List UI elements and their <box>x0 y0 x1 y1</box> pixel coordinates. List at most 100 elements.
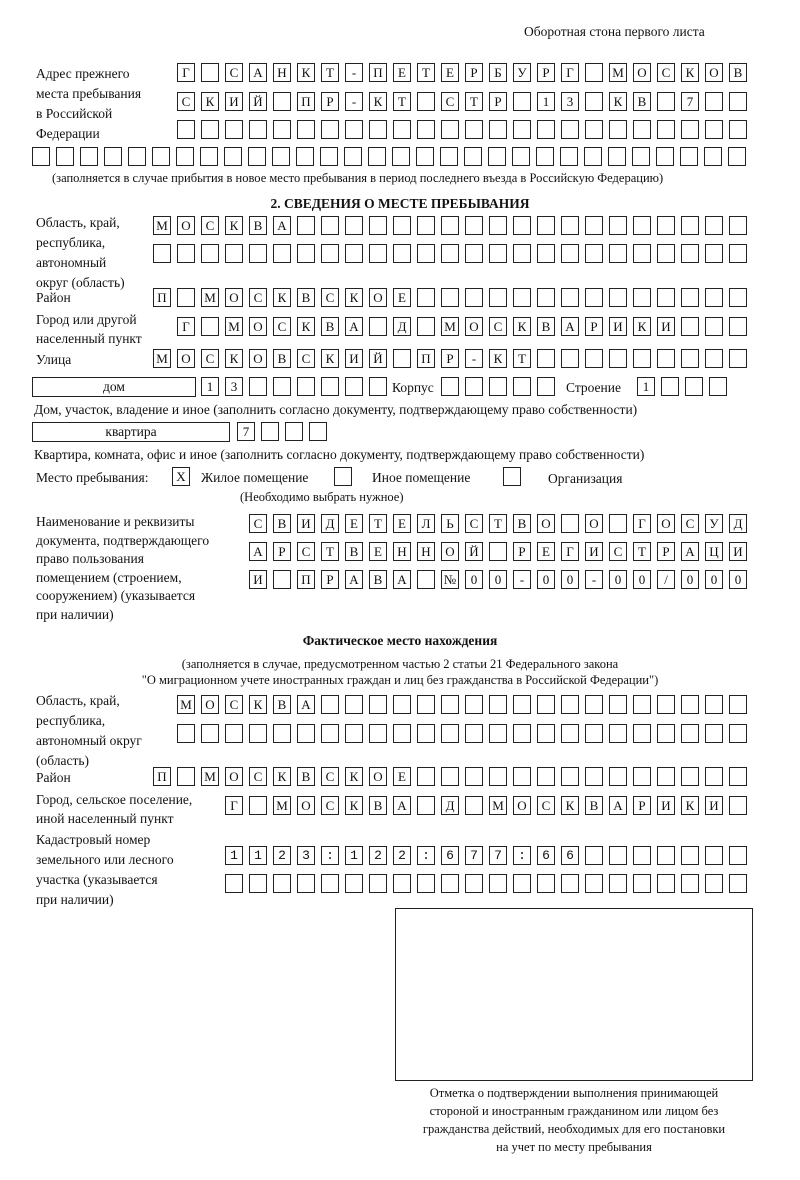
prev-address-cell[interactable] <box>681 120 699 139</box>
prev-address-cell[interactable]: 3 <box>561 92 579 111</box>
cadastre-cell[interactable] <box>513 874 531 893</box>
prev-address-cell[interactable] <box>489 120 507 139</box>
document-cell[interactable]: С <box>609 542 627 561</box>
cadastre-cell[interactable] <box>345 846 363 865</box>
house-cell[interactable] <box>345 377 363 396</box>
district-cell[interactable] <box>489 288 507 307</box>
cadastre-cell[interactable] <box>513 846 531 865</box>
prev-address-cell[interactable] <box>417 92 435 111</box>
actual-city-cell[interactable]: К <box>681 796 699 815</box>
region-cell[interactable] <box>297 216 315 235</box>
document-cell[interactable]: И <box>297 514 315 533</box>
prev-address-cell[interactable] <box>729 92 747 111</box>
actual-city-cell[interactable]: О <box>513 796 531 815</box>
actual-region-cell[interactable] <box>513 695 531 714</box>
prev-address-cell[interactable]: Т <box>393 92 411 111</box>
actual-region-cell[interactable] <box>609 724 627 743</box>
region-cell[interactable] <box>681 244 699 263</box>
actual-district-cell[interactable]: Е <box>393 767 411 786</box>
district-cell[interactable] <box>441 288 459 307</box>
region-cell[interactable] <box>489 216 507 235</box>
city-cell[interactable]: О <box>249 317 267 336</box>
prev-address-cell[interactable] <box>464 147 482 166</box>
actual-district-cell[interactable] <box>441 767 459 786</box>
actual-city-cell[interactable]: Г <box>225 796 243 815</box>
actual-region-cell[interactable] <box>705 695 723 714</box>
actual-city-cell[interactable]: С <box>537 796 555 815</box>
actual-region-cell[interactable] <box>489 724 507 743</box>
prev-address-cell[interactable] <box>80 147 98 166</box>
city-cell[interactable] <box>729 317 747 336</box>
cadastre-cell[interactable] <box>441 846 459 865</box>
actual-city-cell[interactable]: Р <box>633 796 651 815</box>
actual-city-cell[interactable]: М <box>273 796 291 815</box>
house-cell[interactable] <box>369 377 387 396</box>
actual-region-cell[interactable] <box>177 724 195 743</box>
city-cell[interactable]: К <box>633 317 651 336</box>
document-cell[interactable]: Е <box>537 542 555 561</box>
actual-region-cell[interactable]: М <box>177 695 195 714</box>
region-cell[interactable] <box>369 244 387 263</box>
street-cell[interactable]: О <box>249 349 267 368</box>
prev-address-cell[interactable] <box>584 147 602 166</box>
city-cell[interactable]: К <box>513 317 531 336</box>
prev-address-cell[interactable] <box>416 147 434 166</box>
actual-region-cell[interactable] <box>633 724 651 743</box>
district-cell[interactable] <box>681 288 699 307</box>
prev-address-cell[interactable] <box>200 147 218 166</box>
actual-region-cell[interactable] <box>441 724 459 743</box>
prev-address-cell[interactable]: А <box>249 63 267 82</box>
actual-region-cell[interactable] <box>201 724 219 743</box>
region-cell[interactable] <box>729 216 747 235</box>
place-option-checkbox[interactable] <box>334 467 352 486</box>
actual-district-cell[interactable]: С <box>249 767 267 786</box>
document-cell[interactable]: Т <box>633 542 651 561</box>
region-cell[interactable]: О <box>177 216 195 235</box>
region-cell[interactable] <box>585 216 603 235</box>
cadastre-cell[interactable] <box>297 846 315 865</box>
region-cell[interactable] <box>705 216 723 235</box>
document-cell[interactable]: И <box>249 570 267 589</box>
cadastre-cell[interactable] <box>537 846 555 865</box>
region-cell[interactable] <box>657 244 675 263</box>
region-cell[interactable] <box>681 216 699 235</box>
prev-address-cell[interactable] <box>513 120 531 139</box>
document-cell[interactable]: 0 <box>561 570 579 589</box>
house-cell[interactable] <box>321 377 339 396</box>
actual-region-cell[interactable] <box>729 695 747 714</box>
prev-address-cell[interactable] <box>536 147 554 166</box>
region-cell[interactable] <box>345 244 363 263</box>
prev-address-cell[interactable] <box>513 92 531 111</box>
region-cell[interactable] <box>657 216 675 235</box>
prev-address-cell[interactable] <box>273 92 291 111</box>
street-cell[interactable] <box>681 349 699 368</box>
actual-region-cell[interactable] <box>633 695 651 714</box>
prev-address-cell[interactable]: О <box>633 63 651 82</box>
prev-address-cell[interactable]: С <box>225 63 243 82</box>
prev-address-cell[interactable]: О <box>705 63 723 82</box>
prev-address-cell[interactable] <box>704 147 722 166</box>
district-cell[interactable] <box>609 288 627 307</box>
region-cell[interactable]: К <box>225 216 243 235</box>
cadastre-cell[interactable] <box>609 874 627 893</box>
document-cell[interactable]: В <box>369 570 387 589</box>
cadastre-cell[interactable] <box>657 846 675 865</box>
document-cell[interactable]: 0 <box>633 570 651 589</box>
prev-address-cell[interactable] <box>344 147 362 166</box>
prev-address-cell[interactable] <box>249 120 267 139</box>
actual-city-cell[interactable]: И <box>705 796 723 815</box>
cadastre-cell[interactable] <box>585 874 603 893</box>
prev-address-cell[interactable] <box>441 120 459 139</box>
prev-address-cell[interactable]: Н <box>273 63 291 82</box>
document-cell[interactable]: Е <box>369 542 387 561</box>
apartment-type-field[interactable]: квартира <box>32 422 230 442</box>
prev-address-cell[interactable] <box>512 147 530 166</box>
city-cell[interactable] <box>417 317 435 336</box>
region-cell[interactable] <box>297 244 315 263</box>
cadastre-cell[interactable] <box>657 874 675 893</box>
district-cell[interactable]: В <box>297 288 315 307</box>
actual-region-cell[interactable]: К <box>249 695 267 714</box>
district-cell[interactable] <box>657 288 675 307</box>
prev-address-cell[interactable] <box>368 147 386 166</box>
document-cell[interactable]: С <box>681 514 699 533</box>
